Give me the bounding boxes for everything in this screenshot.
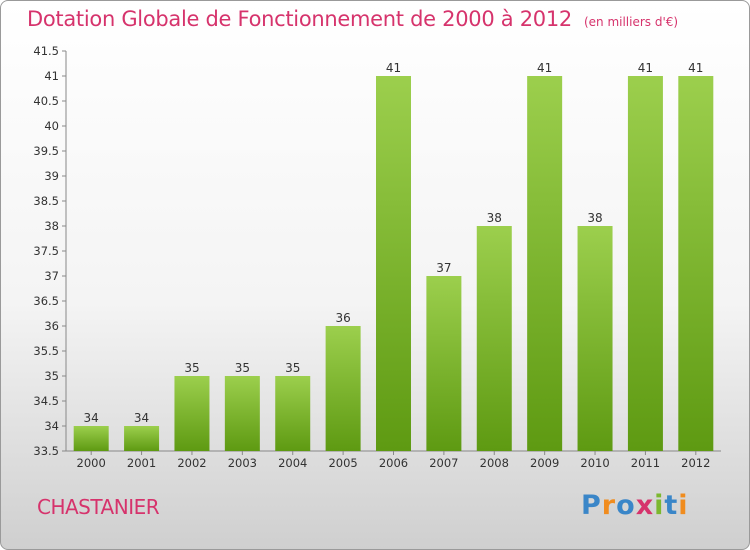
bar-2004 bbox=[275, 376, 311, 451]
data-label-2006: 41 bbox=[386, 61, 401, 75]
y-tick-label: 35 bbox=[44, 369, 59, 383]
y-tick-label: 36 bbox=[44, 319, 59, 333]
x-tick-label-2001: 2001 bbox=[127, 456, 156, 470]
x-tick-label-2011: 2011 bbox=[631, 456, 660, 470]
bar-2006 bbox=[376, 76, 411, 451]
x-tick-label-2000: 2000 bbox=[77, 456, 106, 470]
y-tick-label: 39.5 bbox=[33, 144, 59, 158]
logo-letter: t bbox=[664, 490, 679, 521]
data-label-2000: 34 bbox=[84, 411, 99, 425]
bar-2011 bbox=[627, 76, 663, 451]
logo-letter: P bbox=[581, 490, 602, 521]
y-tick-label: 34.5 bbox=[33, 394, 59, 408]
y-tick-label: 39 bbox=[44, 169, 59, 183]
x-tick-label-2007: 2007 bbox=[429, 456, 458, 470]
bar-2010 bbox=[577, 226, 613, 451]
data-label-2008: 38 bbox=[487, 211, 502, 225]
x-tick-label-2009: 2009 bbox=[530, 456, 559, 470]
bar-2012 bbox=[678, 76, 714, 451]
commune-name: CHASTANIER bbox=[37, 495, 160, 519]
bar-2009 bbox=[527, 76, 563, 451]
y-tick-label: 34 bbox=[44, 419, 59, 433]
bar-2003 bbox=[224, 376, 260, 451]
x-tick-label-2008: 2008 bbox=[480, 456, 509, 470]
axes: 33.5 34 34.5 35 35.5 36 36.5 37 37.5 38 38.5 39 39.5… bbox=[33, 44, 721, 470]
x-tick-label-2002: 2002 bbox=[177, 456, 206, 470]
x-tick-label-2006: 2006 bbox=[379, 456, 408, 470]
x-tick-label-2010: 2010 bbox=[580, 456, 609, 470]
bar-2008 bbox=[476, 226, 512, 451]
logo-letter: o bbox=[616, 490, 636, 521]
x-tick-label-2005: 2005 bbox=[328, 456, 357, 470]
x-tick-label-2003: 2003 bbox=[228, 456, 257, 470]
y-tick-label: 37.5 bbox=[33, 244, 59, 258]
bars bbox=[73, 76, 714, 451]
y-tick-label: 40 bbox=[44, 119, 59, 133]
logo-letter: i bbox=[678, 490, 689, 521]
bar-2001 bbox=[124, 426, 160, 451]
logo-letter: r bbox=[601, 490, 617, 521]
data-label-2012: 41 bbox=[688, 61, 703, 75]
y-tick-label: 35.5 bbox=[33, 344, 59, 358]
y-tick-label: 36.5 bbox=[33, 294, 59, 308]
chart-subtitle: (en milliers d'€) bbox=[583, 15, 679, 29]
logo-letter: i bbox=[654, 490, 665, 521]
y-tick-label: 38 bbox=[44, 219, 59, 233]
y-tick-label: 41.5 bbox=[33, 44, 59, 58]
data-label-2003: 35 bbox=[235, 361, 250, 375]
data-label-2011: 41 bbox=[638, 61, 653, 75]
bar-2005 bbox=[325, 326, 361, 451]
data-label-2005: 36 bbox=[335, 311, 350, 325]
logo-letter: x bbox=[635, 490, 655, 521]
data-label-2007: 37 bbox=[436, 261, 451, 275]
data-label-2010: 38 bbox=[587, 211, 602, 225]
y-tick-label: 33.5 bbox=[33, 444, 59, 458]
data-label-2004: 35 bbox=[285, 361, 300, 375]
y-tick-label: 37 bbox=[44, 269, 59, 283]
data-label-2001: 34 bbox=[134, 411, 149, 425]
bar-2000 bbox=[73, 426, 109, 451]
proxiti-logo: Proxiti bbox=[581, 490, 689, 521]
bar-2002 bbox=[174, 376, 210, 451]
data-labels: 34 34 35 35 35 36 41 37 38 41 38 41 41 bbox=[84, 61, 704, 425]
x-tick-label-2004: 2004 bbox=[278, 456, 307, 470]
y-tick-label: 40.5 bbox=[33, 94, 59, 108]
chart-title-text: Dotation Globale de Fonctionnement de 20… bbox=[27, 7, 572, 31]
data-label-2002: 35 bbox=[184, 361, 199, 375]
chart-title: Dotation Globale de Fonctionnement de 20… bbox=[27, 7, 678, 31]
bar-2007 bbox=[426, 276, 462, 451]
data-label-2009: 41 bbox=[537, 61, 552, 75]
y-tick-label: 41 bbox=[44, 69, 59, 83]
x-tick-label-2012: 2012 bbox=[681, 456, 710, 470]
y-tick-label: 38.5 bbox=[33, 194, 59, 208]
